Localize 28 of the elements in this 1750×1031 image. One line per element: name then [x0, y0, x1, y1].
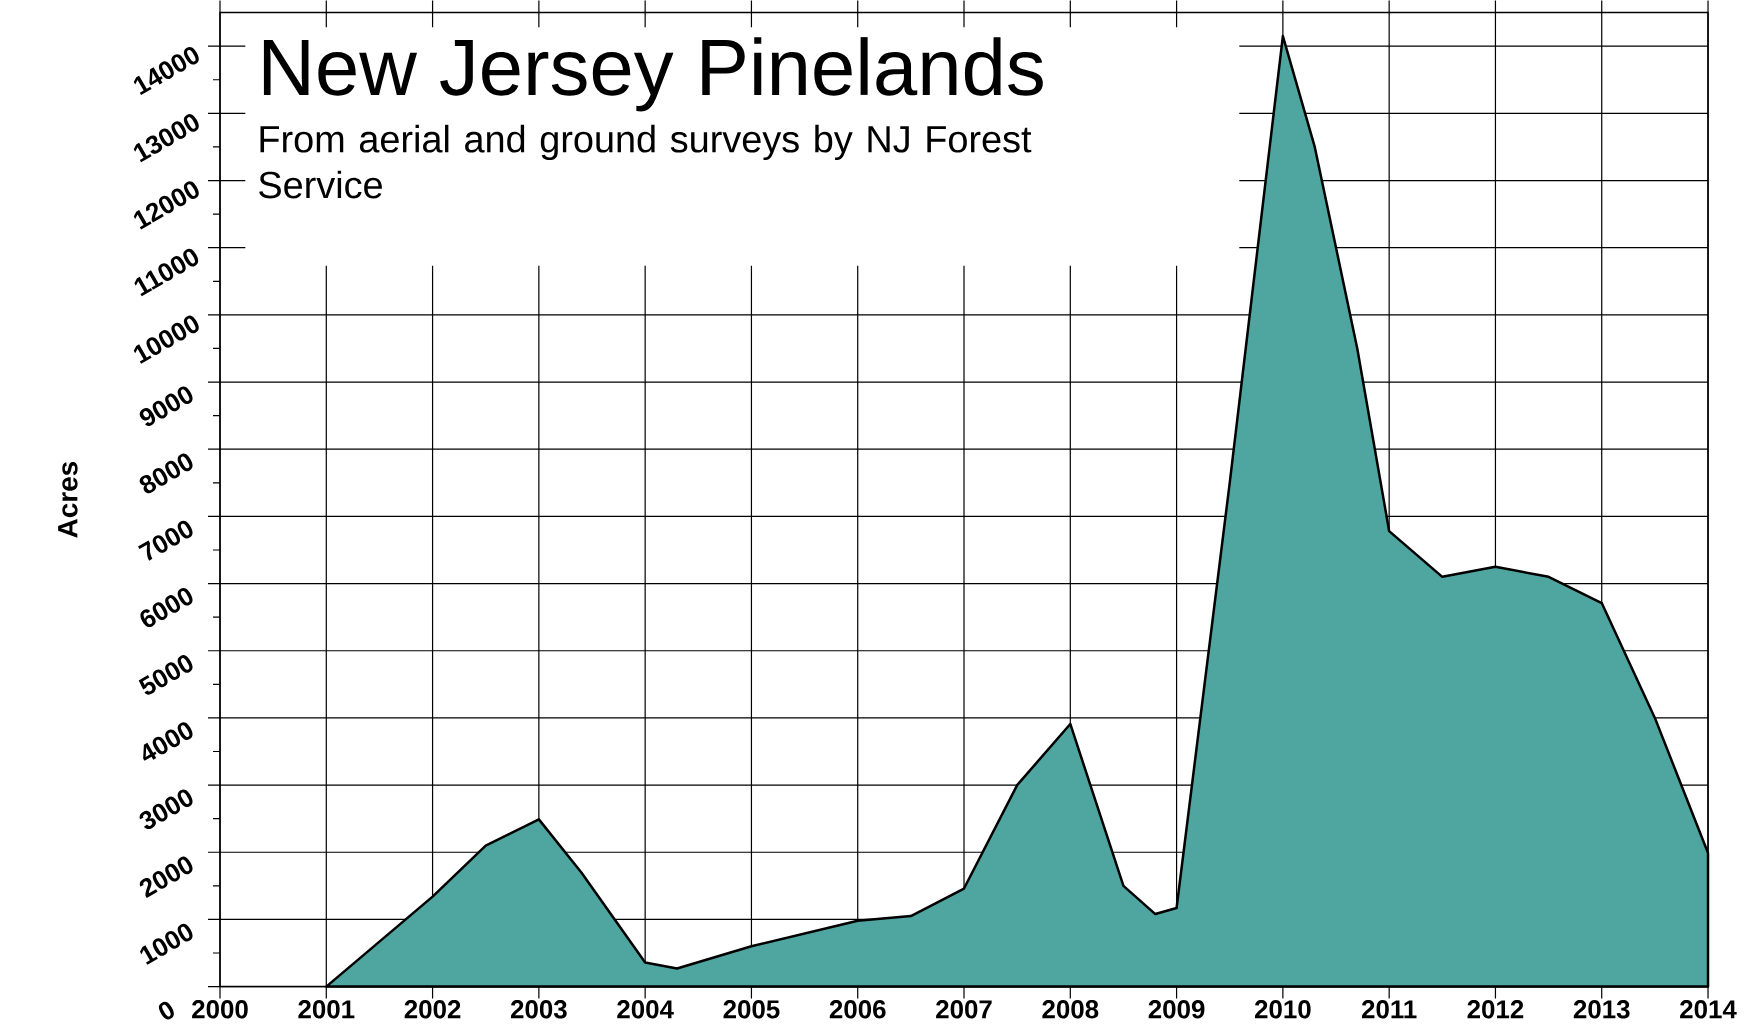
x-tick-label: 2012: [1467, 1000, 1524, 1019]
y-tick-label: 1000: [140, 923, 193, 965]
y-axis-title: Acres: [58, 462, 78, 538]
y-tick-label: 8000: [139, 453, 193, 494]
y-tick-label: 3000: [139, 789, 193, 830]
x-tick-label: 2014: [1680, 1000, 1737, 1019]
x-tick-label: 2008: [1042, 1000, 1099, 1019]
x-tick-label: 2002: [404, 1000, 461, 1019]
y-tick-label: 5000: [138, 655, 193, 695]
x-tick-label: 2013: [1573, 1000, 1630, 1019]
text: From aerial and ground surveys by NJ Forest Service: [259, 124, 1032, 199]
x-tick-label: 2001: [298, 1000, 355, 1019]
x-tick-label: 2007: [936, 1000, 992, 1019]
x-tick-label: 2010: [1254, 1000, 1311, 1019]
x-tick-label: 2004: [617, 1000, 674, 1019]
y-tick-label: 2000: [139, 856, 193, 899]
y-tick-label: 4000: [143, 722, 193, 761]
y-tick-label: 0: [158, 1001, 174, 1020]
x-tick-label: 2009: [1148, 1000, 1205, 1019]
x-tick-label: 2005: [723, 1000, 780, 1019]
chart-title: New Jersey Pinelands: [263, 37, 1043, 112]
y-tick-label: 7000: [137, 520, 193, 561]
x-tick-label: 2000: [192, 1000, 248, 1019]
x-tick-label: 2006: [829, 1000, 886, 1019]
x-tick-label: 2003: [510, 1000, 567, 1019]
y-tick-label: 6000: [140, 588, 193, 628]
x-tick-label: 2011: [1361, 1000, 1417, 1019]
y-tick-label: 9000: [139, 386, 193, 427]
